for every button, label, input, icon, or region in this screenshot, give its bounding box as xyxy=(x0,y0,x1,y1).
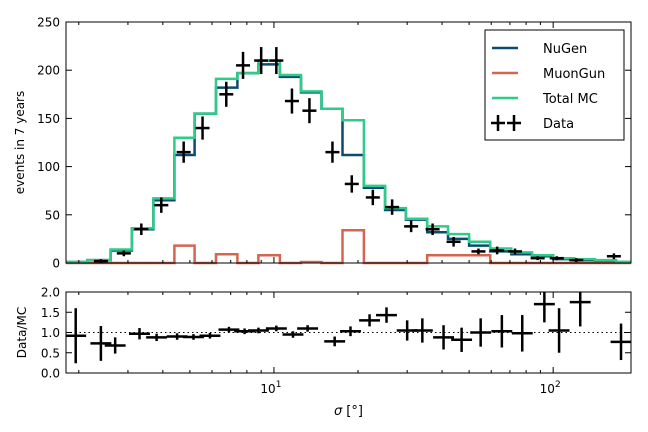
data-point xyxy=(254,47,269,75)
data-point xyxy=(219,81,234,107)
ratio-point xyxy=(569,292,591,327)
ratio-point xyxy=(282,331,304,338)
legend-entry-data: Data xyxy=(491,115,574,132)
data-point xyxy=(284,88,299,114)
legend-entry-nugen: NuGen xyxy=(492,42,587,57)
ratio-point xyxy=(511,315,533,352)
ratio-point xyxy=(411,318,433,343)
x-axis-label: σ [°] xyxy=(334,404,363,419)
ratio-point xyxy=(297,325,319,332)
ratio-y-tick-label: 2.0 xyxy=(41,286,60,300)
x-axis-label-unit: [°] xyxy=(346,404,363,419)
data-point xyxy=(236,51,251,79)
data-point xyxy=(134,223,149,236)
data-point xyxy=(404,220,419,233)
x-tick-label: 101 xyxy=(260,380,281,396)
data-point xyxy=(269,47,284,75)
main-ticks-layer: 0 50 100 150 200 250 xyxy=(37,16,631,271)
main-y-tick-label: 250 xyxy=(37,16,60,30)
x-tick-label-exponent: 1 xyxy=(276,380,282,390)
data-point xyxy=(195,116,210,140)
main-y-tick-label: 100 xyxy=(37,160,60,174)
data-point xyxy=(606,253,621,260)
legend-entry-muongun: MuonGun xyxy=(492,67,605,82)
ratio-point xyxy=(376,307,397,323)
series-total-mc-histogram xyxy=(66,59,631,264)
legend-label-total-mc: Total MC xyxy=(542,92,598,107)
data-point xyxy=(154,197,169,213)
ratio-point xyxy=(340,326,361,337)
main-y-tick-label: 50 xyxy=(45,208,60,222)
legend-entry-total-mc: Total MC xyxy=(492,92,598,107)
ratio-point xyxy=(104,337,126,354)
ratio-point xyxy=(146,333,168,342)
ratio-y-tick-label: 1.0 xyxy=(41,326,60,340)
data-point xyxy=(116,250,131,257)
ratio-plot: 0.0 0.5 1.0 1.5 2.0 Data/MC xyxy=(15,286,632,381)
main-y-tick-label: 0 xyxy=(52,257,60,271)
data-point xyxy=(508,248,523,255)
ratio-point xyxy=(247,327,269,334)
legend: NuGen MuonGun Total MC Data xyxy=(484,29,625,141)
ratio-point xyxy=(451,327,473,352)
data-point xyxy=(490,246,505,255)
legend-label-data: Data xyxy=(543,117,574,132)
data-point xyxy=(471,248,486,255)
x-axis-label-symbol: σ xyxy=(334,404,343,419)
data-point xyxy=(385,199,400,215)
ratio-ticks-layer: 0.0 0.5 1.0 1.5 2.0 xyxy=(41,286,631,381)
ratio-y-axis-label: Data/MC xyxy=(15,307,29,358)
ratio-point xyxy=(199,332,221,339)
main-y-tick-label: 150 xyxy=(37,112,60,126)
x-tick-label-exponent: 2 xyxy=(555,380,561,390)
main-plot: 0 50 100 150 200 250 events in 7 years xyxy=(13,16,632,271)
data-point xyxy=(176,141,191,163)
legend-label-nugen: NuGen xyxy=(543,42,587,57)
ratio-point xyxy=(610,323,631,361)
data-point xyxy=(530,256,545,261)
ratio-point xyxy=(359,314,381,327)
ratio-point xyxy=(548,308,570,353)
x-tick-labels: 101 102 xyxy=(260,380,560,396)
legend-entries: NuGen MuonGun Total MC Data xyxy=(491,42,605,132)
data-point xyxy=(549,256,564,261)
ratio-point xyxy=(129,328,150,340)
main-y-axis-label: events in 7 years xyxy=(13,91,27,194)
data-point xyxy=(302,98,317,124)
data-point xyxy=(446,236,461,247)
ratio-point xyxy=(433,325,455,350)
ratio-point xyxy=(218,326,240,333)
ratio-point xyxy=(470,318,492,347)
data-point xyxy=(344,175,359,193)
main-y-tick-label: 200 xyxy=(37,64,60,78)
ratio-y-tick-label: 0.5 xyxy=(41,346,60,360)
ratio-point xyxy=(533,292,555,323)
ratio-point xyxy=(90,326,112,361)
x-axis: 101 102 σ [°] xyxy=(260,380,560,419)
ratio-point xyxy=(491,315,513,348)
data-point xyxy=(569,258,584,263)
x-tick-label: 102 xyxy=(540,380,561,396)
ratio-point xyxy=(324,336,346,347)
main-plot-frame xyxy=(65,21,632,264)
data-point xyxy=(425,223,440,236)
x-tick-label-base: 10 xyxy=(260,382,275,396)
x-tick-label-base: 10 xyxy=(540,382,555,396)
main-data-layer xyxy=(93,47,621,263)
ratio-point xyxy=(265,325,287,332)
ratio-data-layer xyxy=(66,292,631,364)
data-point xyxy=(325,141,340,163)
data-point xyxy=(93,259,108,263)
data-point xyxy=(365,189,380,206)
ratio-y-tick-label: 0.0 xyxy=(41,367,60,381)
series-muongun-histogram xyxy=(66,228,631,265)
legend-label-muongun: MuonGun xyxy=(543,67,605,82)
ratio-point xyxy=(66,308,87,364)
ratio-y-tick-label: 1.5 xyxy=(41,306,60,320)
